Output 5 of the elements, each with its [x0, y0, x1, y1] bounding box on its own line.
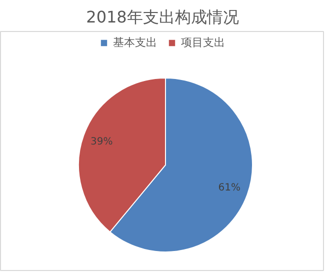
legend-label: 基本支出	[113, 35, 157, 50]
chart-title: 2018年支出构成情况	[86, 8, 239, 26]
data-label: 61%	[218, 182, 240, 194]
legend-label: 项目支出	[181, 35, 225, 50]
data-label: 39%	[90, 136, 113, 148]
